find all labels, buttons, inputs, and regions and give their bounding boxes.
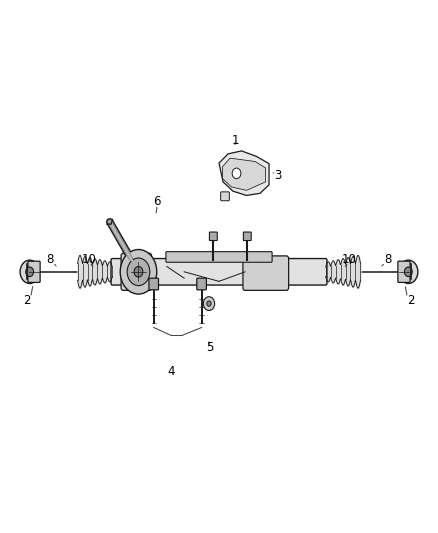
FancyBboxPatch shape (221, 192, 230, 201)
Circle shape (134, 266, 143, 277)
FancyBboxPatch shape (243, 256, 289, 290)
FancyBboxPatch shape (28, 261, 40, 282)
Circle shape (203, 297, 215, 311)
Text: 8: 8 (46, 253, 54, 266)
Polygon shape (219, 151, 269, 196)
Text: 10: 10 (341, 253, 356, 266)
FancyBboxPatch shape (121, 253, 152, 290)
Text: 5: 5 (207, 341, 214, 353)
Text: 4: 4 (167, 365, 175, 378)
Circle shape (26, 267, 34, 277)
Text: 3: 3 (274, 169, 282, 182)
FancyBboxPatch shape (244, 232, 251, 240)
Text: 6: 6 (153, 195, 161, 208)
Text: 2: 2 (408, 294, 415, 308)
FancyBboxPatch shape (197, 278, 206, 290)
Circle shape (399, 260, 418, 284)
Circle shape (20, 260, 39, 284)
Circle shape (127, 258, 150, 286)
Text: 8: 8 (384, 253, 392, 266)
Text: 2: 2 (23, 294, 30, 308)
FancyBboxPatch shape (149, 278, 159, 290)
Text: 10: 10 (82, 253, 97, 266)
Polygon shape (223, 158, 265, 190)
FancyBboxPatch shape (209, 232, 217, 240)
FancyBboxPatch shape (398, 261, 410, 282)
Circle shape (207, 301, 211, 306)
Text: 1: 1 (231, 134, 239, 147)
Circle shape (120, 249, 157, 294)
FancyBboxPatch shape (166, 252, 272, 262)
Circle shape (404, 267, 412, 277)
Circle shape (232, 168, 241, 179)
FancyBboxPatch shape (111, 259, 327, 285)
